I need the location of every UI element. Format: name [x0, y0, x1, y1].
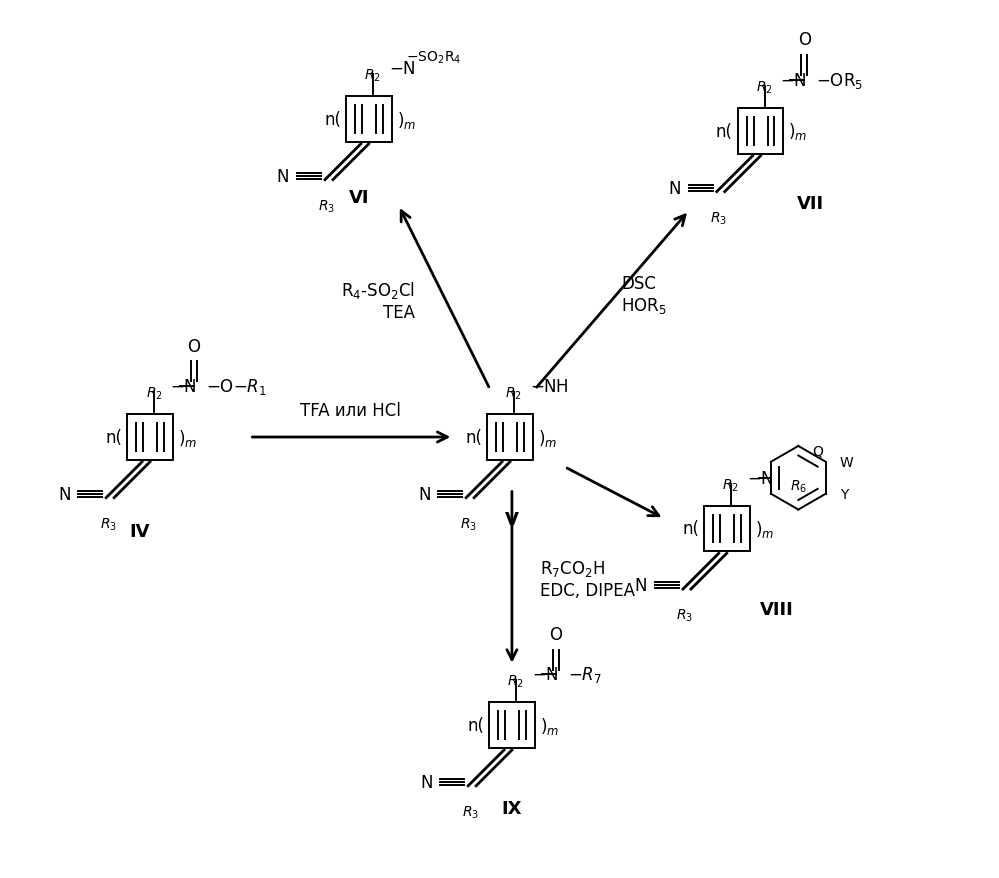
Text: O: O	[549, 625, 562, 643]
Text: n(: n(	[324, 111, 341, 129]
Text: $R_3$: $R_3$	[319, 198, 336, 215]
Text: )$_m$: )$_m$	[178, 427, 197, 448]
Text: $-$N: $-$N	[170, 378, 197, 396]
Text: )$_m$: )$_m$	[537, 427, 557, 448]
Text: N: N	[58, 486, 70, 503]
Bar	[737, 109, 783, 155]
Text: n(: n(	[466, 428, 483, 447]
Text: R$_7$CO$_2$H
EDC, DIPEA: R$_7$CO$_2$H EDC, DIPEA	[539, 558, 634, 599]
Text: n(: n(	[105, 428, 122, 447]
Text: n(: n(	[682, 520, 699, 538]
Text: $R_2$: $R_2$	[365, 68, 382, 84]
Text: $-$NH: $-$NH	[529, 378, 568, 396]
Text: IX: IX	[501, 799, 522, 817]
Text: R$_4$-SO$_2$Cl
TEA: R$_4$-SO$_2$Cl TEA	[342, 280, 416, 321]
Text: n(: n(	[716, 123, 732, 140]
Text: )$_m$: )$_m$	[788, 121, 807, 142]
Text: $-R_7$: $-R_7$	[567, 665, 601, 685]
Text: $-$SO$_2$R$_4$: $-$SO$_2$R$_4$	[406, 49, 461, 66]
Text: $-$O$-R_1$: $-$O$-R_1$	[206, 377, 267, 397]
Text: n(: n(	[468, 716, 485, 734]
Text: )$_m$: )$_m$	[397, 110, 416, 131]
Bar	[346, 97, 392, 143]
Text: $R_3$: $R_3$	[710, 210, 727, 227]
Text: Q: Q	[812, 444, 823, 458]
Bar	[704, 506, 749, 551]
Text: $-$OR$_5$: $-$OR$_5$	[816, 71, 863, 91]
Text: VIII: VIII	[759, 601, 793, 618]
Text: $R_3$: $R_3$	[100, 516, 117, 532]
Text: N: N	[668, 179, 681, 198]
Text: O: O	[798, 32, 811, 49]
Text: VII: VII	[796, 195, 824, 213]
Text: $R_2$: $R_2$	[505, 385, 522, 402]
Text: IV: IV	[130, 522, 150, 541]
Text: $R_2$: $R_2$	[756, 80, 773, 96]
Text: )$_m$: )$_m$	[754, 518, 774, 539]
Text: DSC
HOR$_5$: DSC HOR$_5$	[621, 275, 667, 316]
Text: O: O	[187, 337, 200, 355]
Text: N: N	[420, 773, 433, 791]
Text: V: V	[504, 511, 518, 529]
Text: $R_2$: $R_2$	[722, 477, 739, 493]
Bar	[490, 702, 534, 748]
Text: $-$N: $-$N	[531, 666, 558, 684]
Text: $R_3$: $R_3$	[462, 803, 479, 820]
Text: $R_3$: $R_3$	[676, 608, 693, 623]
Bar	[488, 414, 532, 460]
Text: N: N	[634, 577, 647, 594]
Text: $R_2$: $R_2$	[146, 385, 163, 402]
Text: N: N	[277, 168, 289, 185]
Text: TFA или HCl: TFA или HCl	[301, 401, 402, 420]
Text: VI: VI	[349, 188, 369, 206]
Text: $-$N: $-$N	[780, 72, 807, 90]
Text: $R_6$: $R_6$	[790, 478, 807, 494]
Text: N: N	[418, 486, 431, 503]
Text: Y: Y	[840, 487, 848, 501]
Text: $-$N: $-$N	[389, 61, 416, 78]
Text: $-$N: $-$N	[746, 469, 773, 487]
Text: W: W	[840, 456, 853, 470]
Bar	[127, 414, 173, 460]
Text: $R_2$: $R_2$	[507, 673, 524, 689]
Text: )$_m$: )$_m$	[539, 715, 559, 736]
Text: $R_3$: $R_3$	[460, 516, 477, 532]
